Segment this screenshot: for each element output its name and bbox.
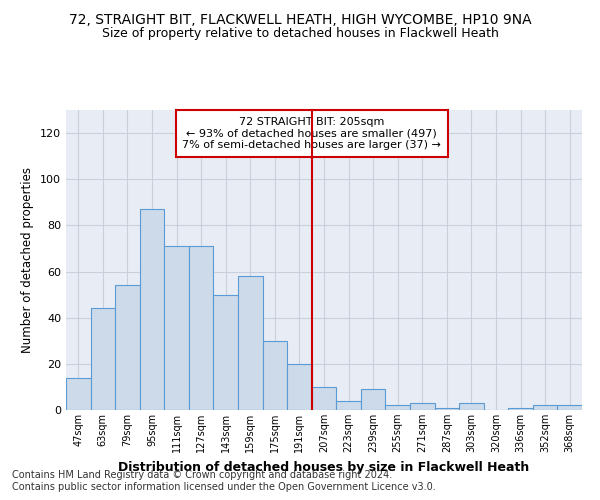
X-axis label: Distribution of detached houses by size in Flackwell Heath: Distribution of detached houses by size … — [118, 460, 530, 473]
Bar — [533, 406, 557, 410]
Text: Contains HM Land Registry data © Crown copyright and database right 2024.: Contains HM Land Registry data © Crown c… — [12, 470, 392, 480]
Bar — [459, 403, 484, 410]
Bar — [263, 341, 287, 410]
Bar — [115, 286, 140, 410]
Text: Contains public sector information licensed under the Open Government Licence v3: Contains public sector information licen… — [12, 482, 436, 492]
Text: Size of property relative to detached houses in Flackwell Heath: Size of property relative to detached ho… — [101, 28, 499, 40]
Bar — [66, 378, 91, 410]
Bar — [238, 276, 263, 410]
Bar — [189, 246, 214, 410]
Bar — [336, 401, 361, 410]
Y-axis label: Number of detached properties: Number of detached properties — [22, 167, 34, 353]
Bar — [214, 294, 238, 410]
Bar — [312, 387, 336, 410]
Bar — [508, 408, 533, 410]
Bar — [140, 209, 164, 410]
Bar — [361, 389, 385, 410]
Bar — [385, 406, 410, 410]
Bar — [557, 406, 582, 410]
Text: 72 STRAIGHT BIT: 205sqm
← 93% of detached houses are smaller (497)
7% of semi-de: 72 STRAIGHT BIT: 205sqm ← 93% of detache… — [182, 117, 441, 150]
Bar — [434, 408, 459, 410]
Bar — [410, 403, 434, 410]
Text: 72, STRAIGHT BIT, FLACKWELL HEATH, HIGH WYCOMBE, HP10 9NA: 72, STRAIGHT BIT, FLACKWELL HEATH, HIGH … — [68, 12, 532, 26]
Bar — [287, 364, 312, 410]
Bar — [91, 308, 115, 410]
Bar — [164, 246, 189, 410]
